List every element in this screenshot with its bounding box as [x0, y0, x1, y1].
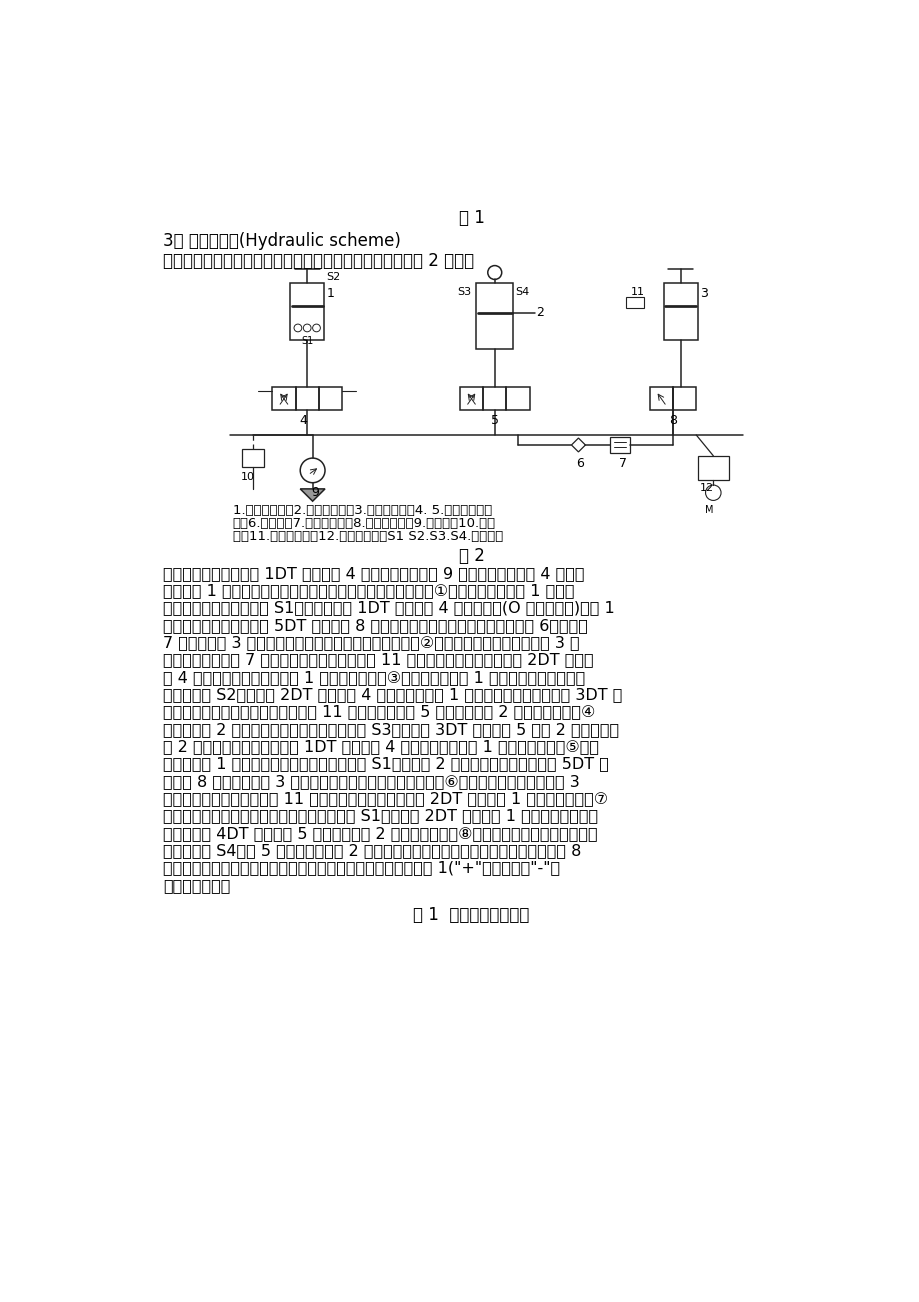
Bar: [505, 387, 529, 410]
Text: 电（此时工件仍被夹紧，压力继电器 11 仍在动作），阀 5 左位接入，缸 2 向左运动（动作④: 电（此时工件仍被夹紧，压力继电器 11 仍在动作），阀 5 左位接入，缸 2 向…: [163, 704, 595, 720]
Text: 6: 6: [575, 457, 584, 470]
Text: 个自动控制动作，进入到下个动作循环。电磁铁动作顺序表如表 1("+"表示得电，"-"表: 个自动控制动作，进入到下个动作循环。电磁铁动作顺序表如表 1("+"表示得电，"…: [163, 861, 560, 875]
Bar: [295, 387, 319, 410]
Text: 下限位置，压下行程开关 S1，使得电磁铁 1DT 断电，阀 4 切换至中位(O 型中位机能)，缸 1: 下限位置，压下行程开关 S1，使得电磁铁 1DT 断电，阀 4 切换至中位(O …: [163, 600, 614, 616]
Bar: [697, 456, 728, 480]
Text: 油腔压力降低，压力继电器 11 复位，发出信号控制电磁铁 2DT 得电，缸 1 向上运动（动作⑦: 油腔压力降低，压力继电器 11 复位，发出信号控制电磁铁 2DT 得电，缸 1 …: [163, 792, 607, 806]
Text: 表 1  电磁铁动作顺序表: 表 1 电磁铁动作顺序表: [413, 906, 529, 924]
Text: 7 进入夹紧缸 3 的上腔，推动其活塞下移夹紧工件（动作②夹紧）；夹紧工件后，当缸 3 上: 7 进入夹紧缸 3 的上腔，推动其活塞下移夹紧工件（动作②夹紧）；夹紧工件后，当…: [163, 635, 579, 650]
Bar: [609, 436, 630, 453]
Bar: [476, 284, 513, 349]
Text: 2: 2: [536, 306, 544, 319]
Bar: [649, 387, 673, 410]
Text: 12: 12: [699, 483, 713, 493]
Text: 根据机械手的动作要求和工作循环设计出液压系统图，如图 2 所示：: 根据机械手的动作要求和工作循环设计出液压系统图，如图 2 所示：: [163, 251, 473, 270]
Text: 图 2: 图 2: [458, 547, 484, 565]
Bar: [272, 387, 295, 410]
Text: 左位上升）；上升到上限位置，压下行程开关 S1，电磁铁 2DT 断电，缸 1 停止在上限位置，: 左位上升）；上升到上限位置，压下行程开关 S1，电磁铁 2DT 断电，缸 1 停…: [163, 809, 597, 823]
Text: 4: 4: [299, 414, 307, 427]
Text: S2: S2: [326, 272, 340, 281]
Polygon shape: [300, 488, 324, 501]
Text: 下行程开关 S2，电磁铁 2DT 断电，阀 4 切换到中位，缸 1 停止在上限位，而电磁铁 3DT 得: 下行程开关 S2，电磁铁 2DT 断电，阀 4 切换到中位，缸 1 停止在上限位…: [163, 687, 622, 702]
Bar: [673, 387, 696, 410]
Bar: [242, 449, 264, 467]
Text: 示断电）所示。: 示断电）所示。: [163, 878, 230, 893]
Text: 11: 11: [630, 288, 644, 297]
Bar: [626, 297, 643, 309]
Text: 入升降缸 1 的上腔，其活塞向下运动，推动机械手下降（动作①右位下降）；当缸 1 下降到: 入升降缸 1 的上腔，其活塞向下运动，推动机械手下降（动作①右位下降）；当缸 1…: [163, 583, 574, 598]
Bar: [289, 284, 323, 340]
Text: 缸 2 停止在左限位，而电磁铁 1DT 得电，阀 4 左位接入系统，缸 1 向下运动（动作⑤左位: 缸 2 停止在左限位，而电磁铁 1DT 得电，阀 4 左位接入系统，缸 1 向下…: [163, 740, 598, 754]
Text: 按下启动按钮，电磁铁 1DT 得电，阀 4 左位接入，液压泵 9 输出的压力油经阀 4 左位接: 按下启动按钮，电磁铁 1DT 得电，阀 4 左位接入，液压泵 9 输出的压力油经…: [163, 566, 584, 581]
Text: 8: 8: [668, 414, 676, 427]
Text: S4: S4: [516, 288, 529, 297]
Text: 阀 4 的右位接入系统，推动缸 1 向上运动（动作③右位上升）；缸 1 上升到上限位置时，压: 阀 4 的右位接入系统，推动缸 1 向上运动（动作③右位上升）；缸 1 上升到上…: [163, 669, 584, 685]
Text: 7: 7: [618, 457, 626, 470]
Text: 下行程开关 S4，阀 5 切换至中位，缸 2 停止在右限位置（复位）。至此完成了机械手的 8: 下行程开关 S4，阀 5 切换至中位，缸 2 停止在右限位置（复位）。至此完成了…: [163, 844, 581, 858]
Text: 同时电磁铁 4DT 得电，阀 5 右位接入，缸 2 向右移动（动作⑧右移）；右移到右限位置，压: 同时电磁铁 4DT 得电，阀 5 右位接入，缸 2 向右移动（动作⑧右移）；右移…: [163, 825, 597, 841]
Bar: [482, 387, 505, 410]
Text: 阀；11.压力继电器；12.比例溢流调；S1 S2.S3.S4.行程开关: 阀；11.压力继电器；12.比例溢流调；S1 S2.S3.S4.行程开关: [233, 530, 503, 543]
Text: 9: 9: [311, 486, 319, 499]
Text: 1.升降液压缸；2.移动液压缸；3.夹紧液压缸；4. 5.电液比例换向: 1.升降液压缸；2.移动液压缸；3.夹紧液压缸；4. 5.电液比例换向: [233, 504, 492, 517]
Text: S1: S1: [301, 336, 312, 345]
Text: 10: 10: [240, 471, 255, 482]
Text: 腔压力达到减压阀 7 的调定压力时，压力继电器 11 动作发出信号，控制电磁铁 2DT 得电，: 腔压力达到减压阀 7 的调定压力时，压力继电器 11 动作发出信号，控制电磁铁 …: [163, 652, 593, 668]
Text: 左移）；缸 2 左移到左限位置，压下行程开关 S3，电磁铁 3DT 断电，阀 5 切图 2 换至中位，: 左移）；缸 2 左移到左限位置，压下行程开关 S3，电磁铁 3DT 断电，阀 5…: [163, 721, 618, 737]
Bar: [319, 387, 342, 410]
Text: 下降）；缸 1 下降到下限位置，压下行程开关 S1（此时缸 2 处于左限位置），电磁铁 5DT 断: 下降）；缸 1 下降到下限位置，压下行程开关 S1（此时缸 2 处于左限位置），…: [163, 756, 608, 772]
Text: 阀；6.单向阀；7.比例减压阀；8.电磁换向阀；9.液压泵；10.溢流: 阀；6.单向阀；7.比例减压阀；8.电磁换向阀；9.液压泵；10.溢流: [233, 517, 495, 530]
Bar: [460, 387, 482, 410]
Text: 3: 3: [699, 288, 708, 301]
Text: 1: 1: [326, 288, 335, 301]
Text: 5: 5: [491, 414, 498, 427]
Text: M: M: [704, 505, 713, 516]
Text: S3: S3: [456, 288, 471, 297]
Text: 停止在下限位，而电磁铁 5DT 得电，阀 8 左位接入，泵输出的压力油经过单向阀 6、减压阀: 停止在下限位，而电磁铁 5DT 得电，阀 8 左位接入，泵输出的压力油经过单向阀…: [163, 618, 587, 633]
Text: 图 1: 图 1: [458, 208, 484, 227]
Text: 电，阀 8 回复右位，缸 3 活塞上移放下工件于目标位置（动作⑥松开）；松开工件后，缸 3: 电，阀 8 回复右位，缸 3 活塞上移放下工件于目标位置（动作⑥松开）；松开工件…: [163, 773, 579, 789]
Bar: [663, 284, 697, 340]
Text: 3、 液压系统图(Hydraulic scheme): 3、 液压系统图(Hydraulic scheme): [163, 232, 401, 250]
